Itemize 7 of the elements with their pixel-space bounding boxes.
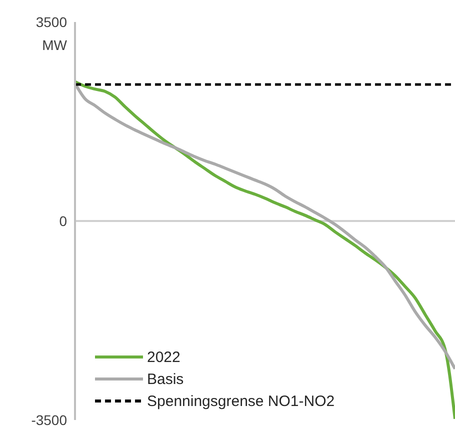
y-tick-label: -3500 xyxy=(31,412,68,428)
y-axis-title: MW xyxy=(42,36,68,53)
legend-label: Spenningsgrense NO1-NO2 xyxy=(147,392,335,410)
y-tick-label: 3500 xyxy=(36,14,68,30)
y-tick-label: 0 xyxy=(59,212,68,229)
legend-label: 2022 xyxy=(147,348,180,366)
legend-label: Basis xyxy=(147,370,184,388)
